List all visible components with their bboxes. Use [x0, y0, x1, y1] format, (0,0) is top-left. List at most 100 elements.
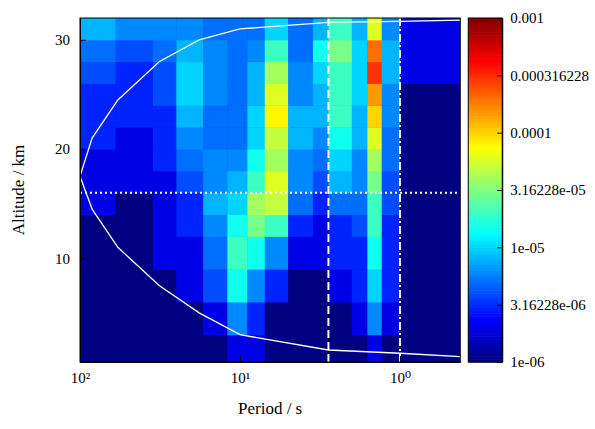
heatmap-cell [313, 40, 329, 62]
heatmap-cell [247, 105, 265, 127]
heatmap-cell [80, 18, 116, 40]
heatmap-cell [328, 335, 352, 362]
heatmap-cell [400, 236, 460, 269]
heatmap-cell [265, 149, 289, 171]
heatmap-cell [176, 335, 203, 362]
tick-label: 1e-05 [510, 240, 544, 256]
heatmap-cell [367, 193, 382, 215]
heatmap-cell [265, 335, 289, 362]
heatmap-cell [115, 105, 153, 127]
tick-label: 10¹ [231, 370, 251, 386]
tick-label: 20 [55, 141, 70, 157]
heatmap-cell [352, 105, 368, 127]
axis-line [502, 19, 503, 363]
heatmap-cell [288, 171, 313, 193]
reference-hline [80, 192, 460, 194]
heatmap-cell [115, 40, 153, 62]
heatmap-cell [176, 127, 203, 149]
colorbar [468, 18, 502, 363]
heatmap-cell [176, 193, 203, 215]
heatmap-cell [352, 215, 368, 237]
heatmap-cell [203, 40, 228, 62]
heatmap-cell [227, 215, 247, 237]
heatmap-cell [288, 149, 313, 171]
heatmap-cell [328, 171, 352, 193]
tick-label: 10⁰ [390, 370, 411, 386]
heatmap-cell [153, 171, 177, 193]
heatmap-cell [227, 269, 247, 302]
tick: 0.000316228 [497, 68, 589, 84]
heatmap-cell [153, 84, 177, 106]
tick-mark [497, 75, 502, 76]
heatmap-cell [80, 302, 116, 335]
heatmap-cell [288, 193, 313, 215]
heatmap-cell [227, 236, 247, 269]
heatmap-cell [203, 149, 228, 171]
heatmap-cell [176, 84, 203, 106]
heatmap-cell [115, 127, 153, 149]
tick-mark [400, 356, 401, 362]
heatmap-cell [203, 335, 228, 362]
heatmap-cell [352, 193, 368, 215]
heatmap-cell [382, 127, 401, 149]
heatmap-cell [328, 149, 352, 171]
chart: 10²10¹10⁰102030Period / sAltitude / km1e… [0, 0, 595, 429]
heatmap-cell [227, 193, 247, 215]
heatmap-cell [265, 171, 289, 193]
heatmap-cell [227, 84, 247, 106]
colorbar-frame [468, 18, 502, 362]
heatmap-cell [352, 149, 368, 171]
colorbar-gradient [468, 18, 502, 21]
heatmap-cell [328, 18, 352, 40]
tick: 20 [55, 141, 86, 157]
heatmap-cell [153, 236, 177, 269]
heatmap-cell [288, 236, 313, 269]
tick-mark [497, 305, 502, 306]
heatmap-cell [352, 84, 368, 106]
tick-label: 30 [55, 32, 70, 48]
heatmap-cell [367, 84, 382, 106]
axis-line [81, 362, 461, 363]
heatmap-cell [382, 84, 401, 106]
heatmap-cell [203, 62, 228, 84]
heatmap-cell [176, 149, 203, 171]
heatmap-cell [352, 236, 368, 269]
heatmap-cell [382, 149, 401, 171]
heatmap-cell [265, 269, 289, 302]
heatmap-cell [352, 302, 368, 335]
heatmap-cell [288, 269, 313, 302]
heatmap-cell [176, 171, 203, 193]
tick: 3.16228e-06 [497, 297, 586, 313]
heatmap-cell [328, 302, 352, 335]
heatmap-cell [247, 149, 265, 171]
tick: 1e-06 [497, 354, 545, 370]
tick: 30 [55, 32, 86, 48]
heatmap-cell [265, 302, 289, 335]
heatmap-cell [247, 215, 265, 237]
heatmap-cell [227, 335, 247, 362]
tick-label: 10² [71, 370, 91, 386]
heatmap-cell [203, 18, 228, 40]
tick: 10 [55, 251, 86, 267]
heatmap-cell [313, 18, 329, 40]
heatmap-cell [382, 62, 401, 84]
heatmap-cell [227, 105, 247, 127]
heatmap-cell [288, 40, 313, 62]
heatmap-cell [153, 335, 177, 362]
heatmap-cell [313, 193, 329, 215]
heatmap-cell [367, 269, 382, 302]
tick-mark [497, 190, 502, 191]
heatmap-cell [115, 171, 153, 193]
tick-mark [80, 149, 86, 150]
heatmap-cell [367, 105, 382, 127]
tick-label: 0.000316228 [510, 68, 589, 84]
heatmap-cell [400, 193, 460, 215]
heatmap-cell [265, 40, 289, 62]
heatmap-cell [328, 105, 352, 127]
heatmap-cell [153, 149, 177, 171]
heatmap-cell [80, 236, 116, 269]
heatmap-cell [265, 127, 289, 149]
heatmap-cell [80, 40, 116, 62]
heatmap-cell [328, 127, 352, 149]
heatmap-cell [288, 105, 313, 127]
